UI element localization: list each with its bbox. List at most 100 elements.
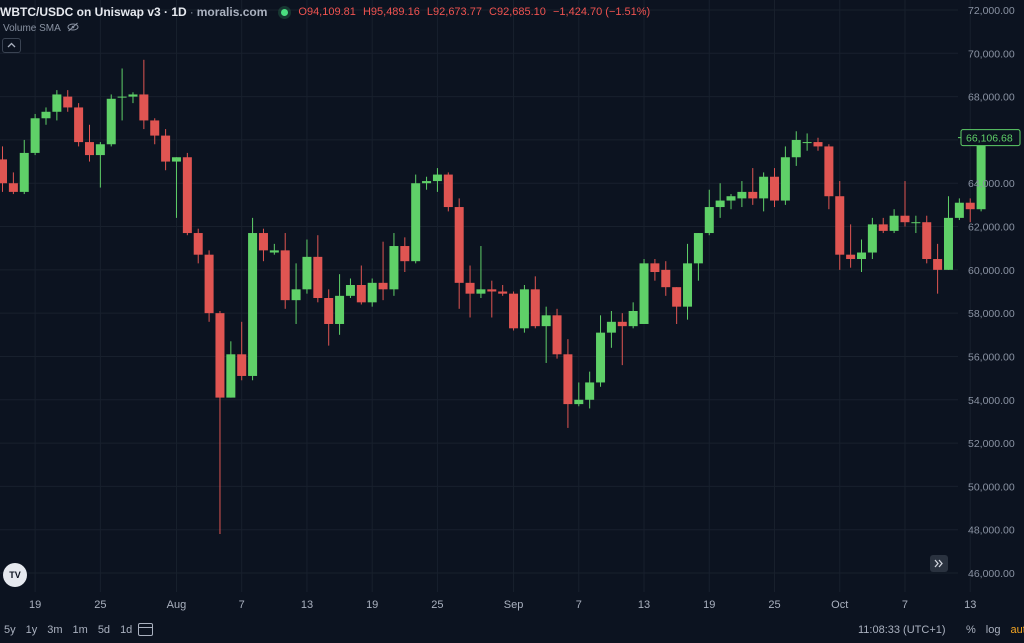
candle-body[interactable] <box>422 181 432 184</box>
candle-body[interactable] <box>291 289 301 301</box>
candle[interactable] <box>770 168 780 208</box>
candle[interactable] <box>193 228 203 264</box>
candle-body[interactable] <box>182 157 192 234</box>
candle-body[interactable] <box>835 196 845 255</box>
candle[interactable] <box>900 181 910 227</box>
candle-body[interactable] <box>596 332 606 383</box>
candle-body[interactable] <box>8 183 18 192</box>
range-1y[interactable]: 1y <box>25 624 38 636</box>
clock-time[interactable]: 11:08:33 (UTC+1) <box>858 624 946 636</box>
candle-body[interactable] <box>476 289 486 294</box>
candle[interactable] <box>911 215 921 234</box>
candle-body[interactable] <box>683 263 693 307</box>
candle-body[interactable] <box>454 207 464 283</box>
candle[interactable] <box>487 280 497 318</box>
candle[interactable] <box>280 233 290 309</box>
candle[interactable] <box>182 152 192 236</box>
candle-body[interactable] <box>519 289 529 329</box>
volume-sma-legend[interactable]: Volume SMA <box>3 22 79 35</box>
candle-body[interactable] <box>813 142 823 147</box>
candle-body[interactable] <box>943 217 953 270</box>
candle-body[interactable] <box>367 282 377 303</box>
candle[interactable] <box>139 59 149 130</box>
range-3m[interactable]: 3m <box>47 624 63 636</box>
candle-body[interactable] <box>846 254 856 260</box>
candle[interactable] <box>74 103 84 147</box>
candle-body[interactable] <box>280 250 290 301</box>
candle[interactable] <box>400 237 410 273</box>
candle-body[interactable] <box>889 215 899 231</box>
candle-body[interactable] <box>606 321 616 333</box>
candle-body[interactable] <box>52 94 62 112</box>
candle[interactable] <box>759 172 769 212</box>
candle[interactable] <box>443 172 453 212</box>
candle[interactable] <box>563 339 573 428</box>
candle[interactable] <box>345 278 355 298</box>
candle-body[interactable] <box>574 399 584 405</box>
candle-body[interactable] <box>900 215 910 223</box>
log-toggle[interactable]: log <box>985 624 1001 636</box>
candle-body[interactable] <box>726 196 736 201</box>
eye-off-icon[interactable] <box>67 22 79 35</box>
candle-body[interactable] <box>617 321 627 327</box>
candle-body[interactable] <box>498 291 508 294</box>
candle-body[interactable] <box>30 118 40 153</box>
candle[interactable] <box>650 259 660 281</box>
candle-body[interactable] <box>432 174 442 182</box>
candle-body[interactable] <box>530 289 540 327</box>
candle[interactable] <box>117 68 127 121</box>
candle-body[interactable] <box>95 144 105 156</box>
candle[interactable] <box>63 90 73 112</box>
candle-body[interactable] <box>759 176 769 199</box>
candle[interactable] <box>813 137 823 151</box>
candle-body[interactable] <box>313 256 323 298</box>
candle-body[interactable] <box>411 183 421 262</box>
double-chevron-right-icon[interactable] <box>930 555 948 572</box>
candle[interactable] <box>335 274 345 335</box>
candle-body[interactable] <box>465 282 475 294</box>
candle-body[interactable] <box>248 233 258 376</box>
candle-body[interactable] <box>552 315 562 355</box>
symbol-title[interactable]: WBTC/USDC on Uniswap v3 · 1D <box>0 5 187 19</box>
candle-body[interactable] <box>748 191 758 199</box>
candle-body[interactable] <box>693 233 703 264</box>
candle-body[interactable] <box>356 285 366 303</box>
candle-body[interactable] <box>215 313 225 398</box>
candle[interactable] <box>596 315 606 387</box>
candle-body[interactable] <box>378 282 388 290</box>
candle[interactable] <box>465 265 475 318</box>
candle-body[interactable] <box>650 263 660 273</box>
candle[interactable] <box>704 189 714 236</box>
candle[interactable] <box>976 133 986 212</box>
candle-body[interactable] <box>770 176 780 201</box>
candle[interactable] <box>943 196 953 270</box>
candle[interactable] <box>30 113 40 156</box>
candle[interactable] <box>519 285 529 333</box>
candle[interactable] <box>422 176 432 190</box>
candle[interactable] <box>835 181 845 270</box>
time-axis[interactable]: 19 25 Aug 7 13 19 25 Sep 7 13 19 25 Oct 7 13 <box>29 599 976 611</box>
candle[interactable] <box>432 168 442 192</box>
candle-body[interactable] <box>639 263 649 324</box>
candle[interactable] <box>574 382 584 407</box>
range-1d[interactable]: 1d <box>120 624 133 636</box>
candle[interactable] <box>889 209 899 234</box>
candle[interactable] <box>378 241 388 301</box>
candle[interactable] <box>954 198 964 221</box>
candle[interactable] <box>802 133 812 151</box>
candle[interactable] <box>737 181 747 208</box>
candle-body[interactable] <box>737 191 747 199</box>
candle-body[interactable] <box>976 137 986 210</box>
candle-body[interactable] <box>933 259 943 270</box>
candle[interactable] <box>683 243 693 320</box>
candle[interactable] <box>617 313 627 366</box>
candle[interactable] <box>846 224 856 268</box>
candle[interactable] <box>237 321 247 381</box>
candle[interactable] <box>748 168 758 205</box>
candle[interactable] <box>715 183 725 218</box>
candle-body[interactable] <box>922 222 932 260</box>
candle-body[interactable] <box>204 254 214 314</box>
candle[interactable] <box>639 259 649 324</box>
candle[interactable] <box>726 194 736 210</box>
range-5d[interactable]: 5d <box>97 624 111 636</box>
